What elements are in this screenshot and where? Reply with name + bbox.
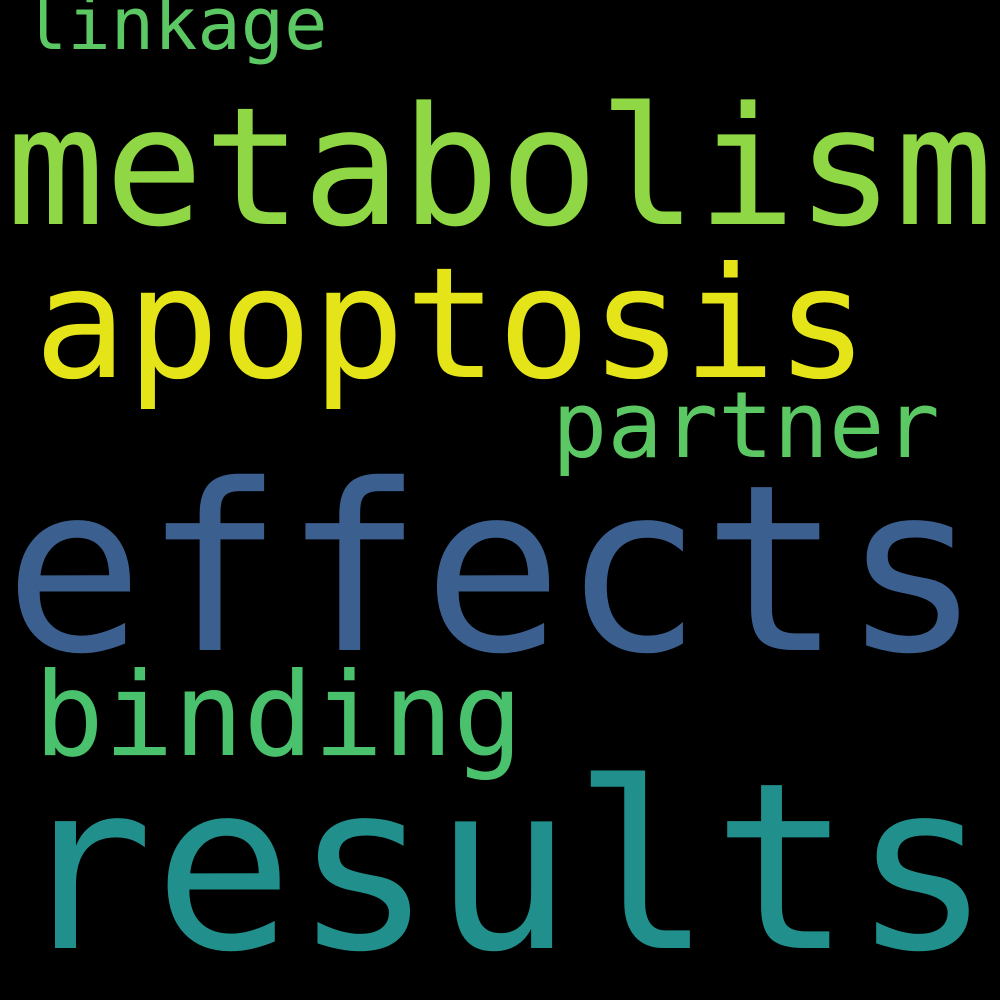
- word-linkage: linkage: [24, 0, 328, 66]
- word-binding: binding: [34, 648, 523, 783]
- word-partner: partner: [552, 372, 940, 479]
- word-metabolism: metabolism: [6, 72, 994, 263]
- word-apoptosis: apoptosis: [34, 235, 869, 414]
- word-results: results: [14, 733, 992, 1000]
- word-effects: effects: [4, 435, 982, 705]
